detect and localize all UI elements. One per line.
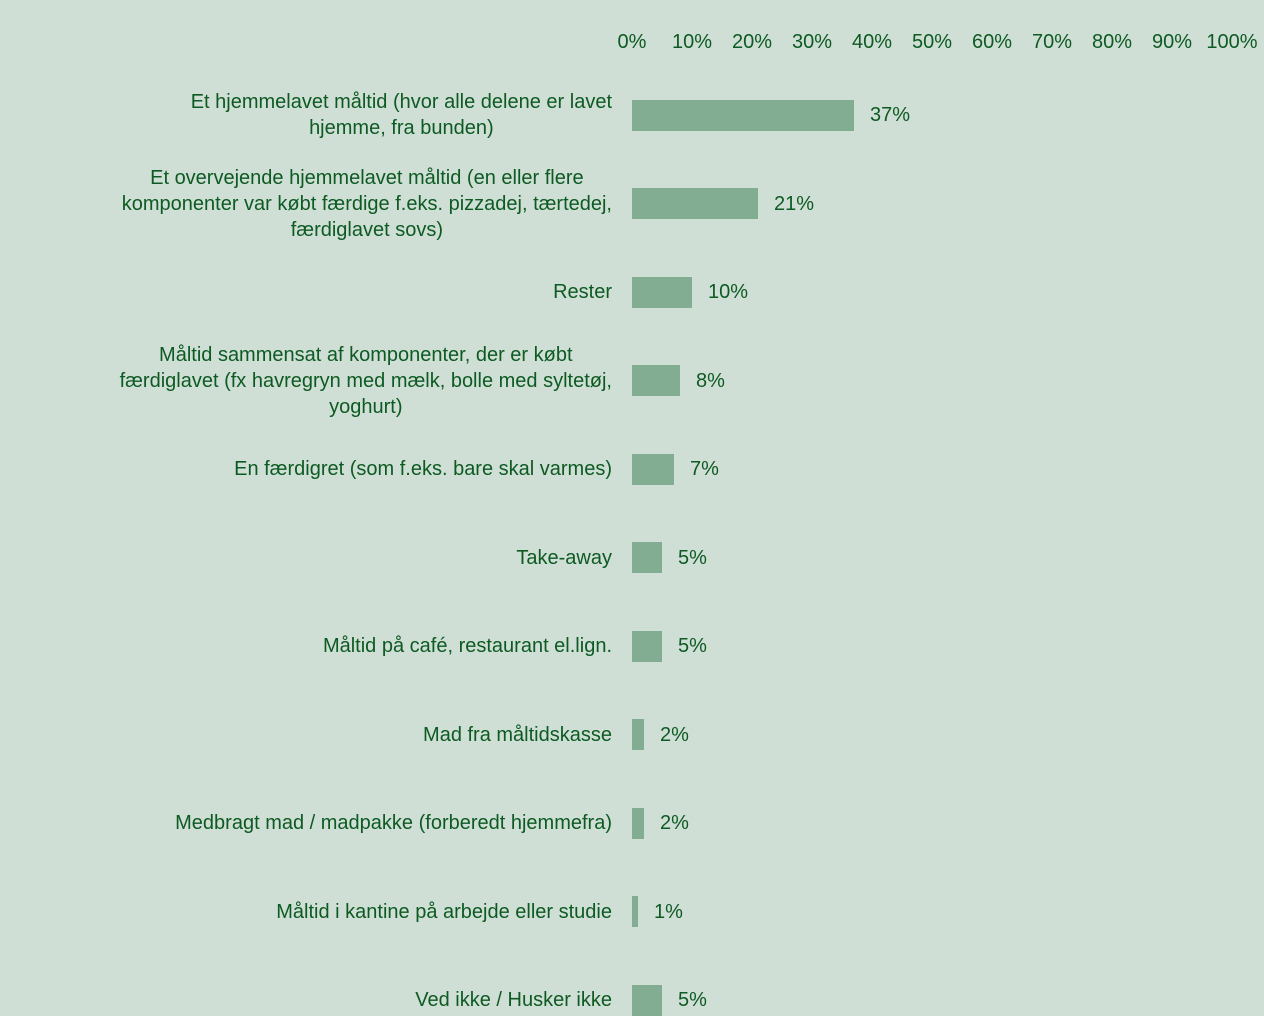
bar [632, 984, 662, 1016]
x-tick-label: 60% [971, 31, 1013, 53]
bar [632, 542, 662, 573]
x-tick-label: 20% [731, 31, 773, 53]
value-label: 8% [696, 369, 725, 392]
x-tick-label: 80% [1091, 31, 1133, 53]
value-label: 10% [708, 281, 749, 303]
x-tick-label: 70% [1031, 31, 1073, 53]
value-label: 2% [660, 723, 689, 746]
bar [632, 276, 692, 308]
category-label: Måltid på café, restaurant el.lign. [322, 635, 612, 657]
x-tick-label: 10% [671, 31, 713, 53]
x-tick-label: 30% [791, 31, 833, 53]
value-label: 2% [660, 812, 689, 834]
x-tick-label: 50% [911, 31, 953, 53]
bar [632, 630, 662, 662]
category-label: Rester [553, 281, 612, 303]
value-label: 5% [678, 989, 707, 1011]
value-label: 21% [774, 192, 815, 215]
value-label: 5% [678, 546, 707, 569]
x-tick-label: 0% [617, 31, 647, 53]
bar [632, 719, 644, 750]
category-label: En færdigret (som f.eks. bare skal varme… [234, 458, 612, 480]
category-label: Take-away [516, 546, 612, 569]
bar [632, 99, 854, 131]
category-label: Et overvejende hjemmelavet måltid (en el… [121, 166, 612, 241]
x-tick-label: 100% [1206, 31, 1258, 53]
bar [632, 807, 644, 839]
x-tick-label: 90% [1151, 31, 1193, 53]
bar [632, 453, 674, 485]
value-label: 7% [690, 458, 719, 480]
bar [632, 896, 638, 927]
value-label: 1% [654, 900, 683, 923]
category-label: Ved ikke / Husker ikke [415, 989, 612, 1011]
value-label: 5% [678, 635, 707, 657]
category-label: Mad fra måltidskasse [423, 723, 612, 746]
value-label: 37% [870, 104, 911, 126]
category-label: Medbragt mad / madpakke (forberedt hjemm… [175, 812, 612, 834]
category-label: Måltid sammensat af komponenter, der er … [119, 343, 612, 418]
bar [632, 188, 758, 219]
x-tick-label: 40% [851, 31, 893, 53]
category-label: Et hjemmelavet måltid (hvor alle delene … [190, 91, 612, 139]
bar [632, 365, 680, 396]
category-label: Måltid i kantine på arbejde eller studie [276, 900, 612, 923]
